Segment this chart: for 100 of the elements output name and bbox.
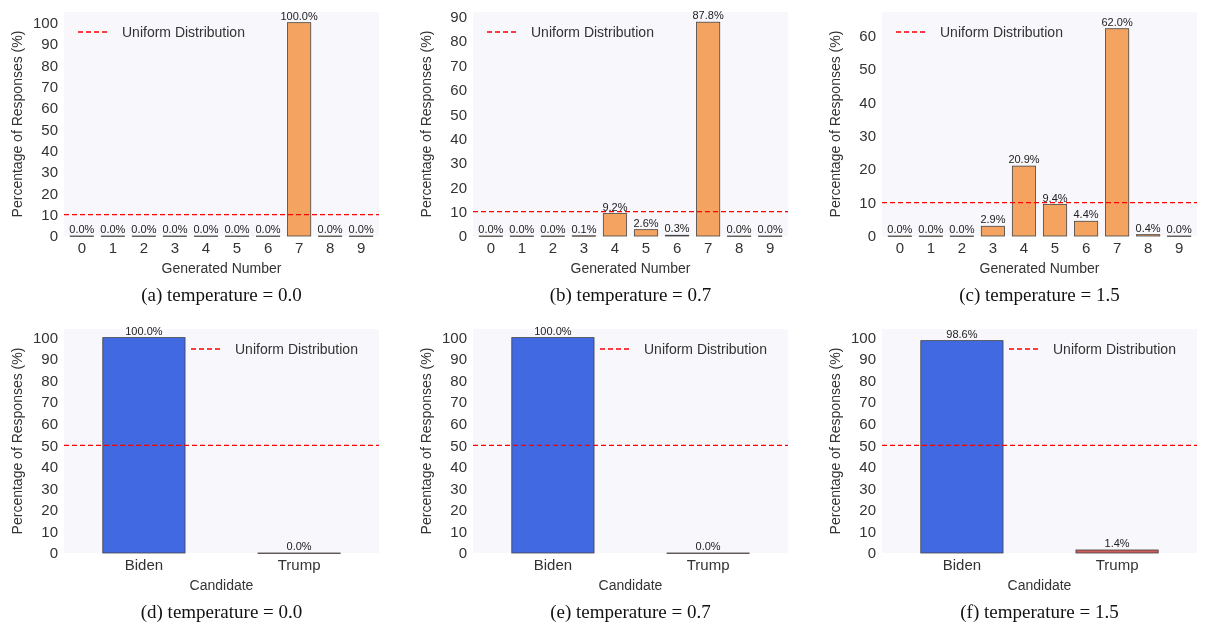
y-tick-label: 40 <box>450 129 467 147</box>
bar <box>1011 165 1037 237</box>
bar <box>602 213 628 237</box>
y-tick-label: 10 <box>859 522 876 540</box>
y-tick-label: 30 <box>859 479 876 497</box>
y-tick-label: 20 <box>450 178 467 196</box>
y-tick-label: 40 <box>859 458 876 476</box>
legend-label: Uniform Distribution <box>235 340 358 357</box>
y-tick-label: 0 <box>49 544 58 562</box>
data-label: 100.0% <box>280 9 318 22</box>
data-label: 20.9% <box>1008 153 1040 166</box>
x-tick-label: 5 <box>1050 239 1060 256</box>
y-tick-label: 70 <box>859 393 876 411</box>
data-label: 0.0% <box>478 223 504 235</box>
y-axis-title: Percentage of Responses (%) <box>9 347 25 535</box>
y-axis-title: Percentage of Responses (%) <box>827 30 843 218</box>
y-axis-title: Percentage of Responses (%) <box>9 30 25 218</box>
data-label: 1.4% <box>1104 536 1130 549</box>
y-tick-label: 50 <box>859 436 876 454</box>
data-label: 0.0% <box>949 223 975 235</box>
data-label: 0.0% <box>255 223 281 235</box>
x-tick-label: 4 <box>1019 239 1029 256</box>
y-tick-label: 50 <box>450 105 467 123</box>
data-label: 0.0% <box>286 540 312 552</box>
data-label: 98.6% <box>946 327 978 340</box>
data-label: 0.0% <box>131 223 157 235</box>
data-label: 9.2% <box>602 200 628 213</box>
text: (c) temperature = 1.5 <box>959 284 1120 306</box>
y-tick-label: 30 <box>41 163 58 181</box>
text: (b) temperature = 0.7 <box>549 284 712 306</box>
data-label: 100.0% <box>125 324 163 337</box>
legend-label: Uniform Distribution <box>644 340 767 357</box>
data-label: 0.0% <box>887 223 913 235</box>
x-tick-label: 6 <box>1081 239 1091 256</box>
data-label: 0.0% <box>348 223 374 235</box>
y-tick-label: 10 <box>41 205 58 223</box>
data-label: 9.4% <box>1042 191 1068 204</box>
data-label: 87.8% <box>692 9 724 22</box>
y-tick-label: 60 <box>859 415 876 433</box>
x-tick-label: 3 <box>579 239 589 256</box>
data-label: 0.0% <box>69 223 95 235</box>
y-tick-label: 30 <box>450 154 467 172</box>
data-label: 62.0% <box>1101 15 1133 28</box>
y-tick-label: 0 <box>49 227 58 245</box>
y-axis-title: Percentage of Responses (%) <box>418 30 434 218</box>
y-tick-label: 40 <box>859 93 876 111</box>
legend-label: Uniform Distribution <box>122 23 245 40</box>
y-tick-label: 80 <box>450 371 467 389</box>
y-tick-label: 80 <box>41 371 58 389</box>
x-tick-label: 3 <box>988 239 998 256</box>
y-tick-label: 60 <box>41 99 58 117</box>
data-label: 0.0% <box>224 223 250 235</box>
x-tick-label: 8 <box>325 239 335 256</box>
legend-label: Uniform Distribution <box>531 23 654 40</box>
x-tick-label: 5 <box>232 239 242 256</box>
y-tick-label: 60 <box>859 26 876 44</box>
x-tick-label: 0 <box>895 239 905 256</box>
y-tick-label: 10 <box>450 202 467 220</box>
data-label: 0.0% <box>1166 223 1192 235</box>
data-label: 0.1% <box>571 222 597 235</box>
y-axis-title: Percentage of Responses (%) <box>418 347 434 535</box>
y-tick-label: 70 <box>450 56 467 74</box>
y-tick-label: 20 <box>41 501 58 519</box>
x-tick-label: Biden <box>124 556 164 573</box>
data-label: 100.0% <box>534 324 572 337</box>
y-tick-label: 30 <box>859 126 876 144</box>
x-axis-title: Generated Number <box>161 260 282 276</box>
y-tick-label: 60 <box>450 81 467 99</box>
x-tick-label: 2 <box>139 239 149 256</box>
y-tick-label: 70 <box>41 77 58 95</box>
y-tick-label: 40 <box>41 458 58 476</box>
y-tick-label: 0 <box>458 227 467 245</box>
text: (a) temperature = 0.0 <box>141 284 302 306</box>
y-tick-label: 80 <box>41 56 58 74</box>
x-tick-label: 5 <box>641 239 651 256</box>
text: (e) temperature = 0.7 <box>550 601 711 623</box>
x-tick-label: 1 <box>108 239 118 256</box>
bar <box>980 225 1005 237</box>
y-tick-label: 90 <box>450 350 467 368</box>
y-tick-label: 30 <box>450 479 467 497</box>
y-tick-label: 0 <box>458 544 467 562</box>
data-label: 0.0% <box>540 223 566 235</box>
data-label: 0.0% <box>193 223 219 235</box>
x-tick-label: 7 <box>1112 239 1122 256</box>
data-label: 0.0% <box>695 540 721 552</box>
text: (d) temperature = 0.0 <box>140 601 303 623</box>
y-tick-label: 20 <box>450 501 467 519</box>
x-tick-label: 6 <box>263 239 273 256</box>
y-tick-label: 60 <box>450 415 467 433</box>
y-tick-label: 100 <box>441 328 467 346</box>
x-tick-label: Trump <box>277 556 321 573</box>
y-tick-label: 90 <box>41 35 58 53</box>
y-tick-label: 80 <box>450 32 467 50</box>
y-tick-label: 50 <box>41 436 58 454</box>
data-label: 2.6% <box>633 216 659 229</box>
y-tick-label: 90 <box>859 350 876 368</box>
x-tick-label: 8 <box>734 239 744 256</box>
y-tick-label: 90 <box>450 8 467 26</box>
x-axis-title: Generated Number <box>570 260 691 276</box>
bar <box>1074 220 1099 237</box>
